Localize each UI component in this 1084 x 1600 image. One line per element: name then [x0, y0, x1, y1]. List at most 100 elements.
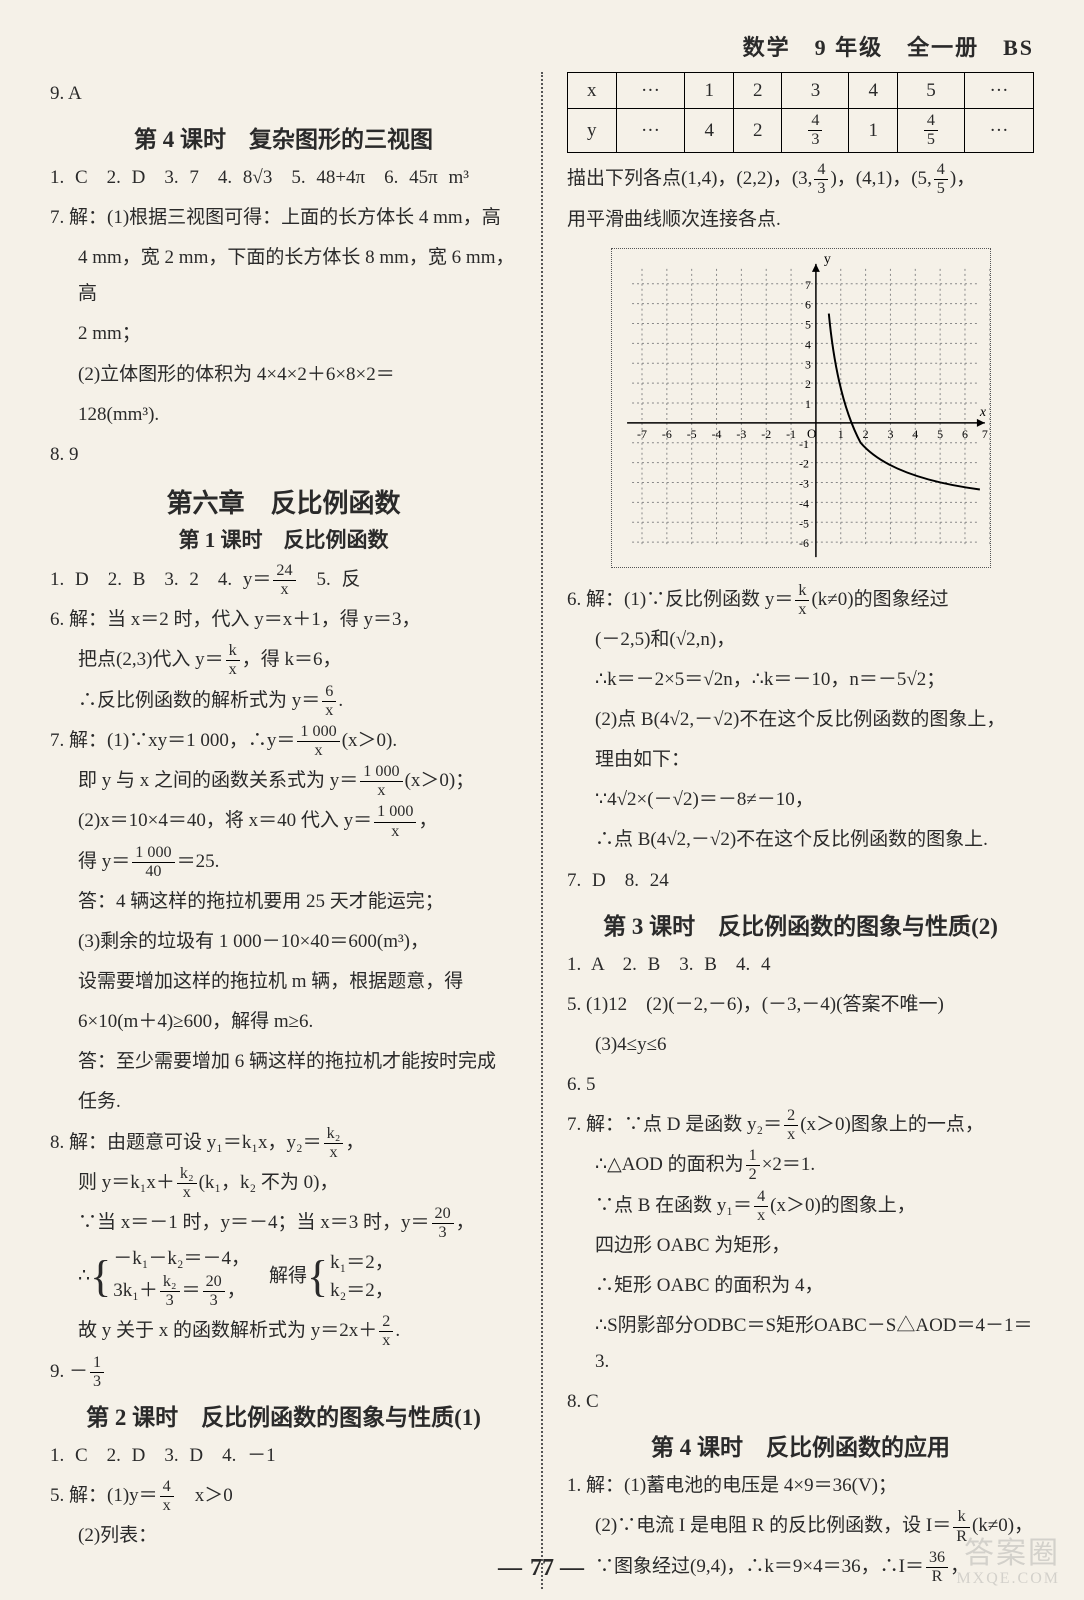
- text-line: 答：至少需要增加 6 辆这样的拖拉机才能按时完成: [50, 1044, 517, 1080]
- text-line: 9. －13: [50, 1354, 517, 1390]
- sub-title: 第 1 课时 反比例函数: [50, 524, 517, 554]
- svg-text:5: 5: [804, 317, 810, 331]
- answers: 1. D 2. B 3. 2 4. y＝24x 5. 反: [50, 562, 517, 598]
- text-line: ∴△AOD 的面积为12×2＝1.: [567, 1147, 1034, 1183]
- text-line: 四边形 OABC 为矩形，: [567, 1228, 1034, 1264]
- text-line: 128(mm³).: [50, 397, 517, 433]
- text-line: 6×10(m＋4)≥600，解得 m≥6.: [50, 1004, 517, 1040]
- text-line: ∴{ －k₁－k₂＝－4， 3k₁＋k₂3＝203， 解得{ k₁＝2， k₂＝…: [50, 1245, 517, 1309]
- text-line: 理由如下：: [567, 742, 1034, 778]
- text-line: ∴S阴影部分ODBC＝S矩形OABC－S△AOD＝4－1＝3.: [567, 1308, 1034, 1380]
- text-line: 则 y＝k₁x＋k₂x(k₁，k₂ 不为 0)，: [50, 1165, 517, 1201]
- svg-text:5: 5: [937, 427, 943, 441]
- text-line: ∵4√2×(－√2)＝－8≠－10，: [567, 782, 1034, 818]
- column-divider: [541, 72, 543, 1589]
- section-title: 第 4 课时 复杂图形的三视图: [50, 120, 517, 154]
- svg-text:4: 4: [804, 337, 810, 351]
- text-line: 把点(2,3)代入 y＝kx，得 k＝6，: [50, 642, 517, 678]
- text-line: 5. (1)12 (2)(－2,－6)，(－3,－4)(答案不唯一): [567, 987, 1034, 1023]
- text-line: ∴k＝－2×5＝√2n，∴k＝－10，n＝－5√2；: [567, 662, 1034, 698]
- svg-text:-2: -2: [761, 427, 771, 441]
- right-column: x···12345··· y···42 43 1 45 ··· 描出下列各点(1…: [567, 72, 1034, 1589]
- text-line: 7. 解：(1)根据三视图可得：上面的长方体长 4 mm，高: [50, 200, 517, 236]
- svg-text:-5: -5: [686, 427, 696, 441]
- svg-text:-2: -2: [799, 456, 809, 470]
- svg-text:-7: -7: [637, 427, 647, 441]
- text-line: 6. 解：(1)∵反比例函数 y＝kx(k≠0)的图象经过: [567, 582, 1034, 618]
- svg-text:-1: -1: [786, 427, 796, 441]
- text-line: (3)剩余的垃圾有 1 000－10×40＝600(m³)，: [50, 924, 517, 960]
- svg-text:y: y: [823, 252, 830, 267]
- coordinate-graph: -7-6-5-4-3-2-1 1234567 7654321 -1-2-3-4-…: [611, 248, 991, 568]
- svg-text:1: 1: [804, 397, 810, 411]
- text-line: (－2,5)和(√2,n)，: [567, 622, 1034, 658]
- fraction: 24x: [273, 563, 295, 598]
- text-line: ∴矩形 OABC 的面积为 4，: [567, 1268, 1034, 1304]
- text-line: 8. C: [567, 1384, 1034, 1420]
- svg-text:-3: -3: [736, 427, 746, 441]
- text-line: (2)列表：: [50, 1518, 517, 1554]
- svg-text:2: 2: [862, 427, 868, 441]
- content-columns: 9. A 第 4 课时 复杂图形的三视图 1. C 2. D 3. 7 4. 8…: [50, 72, 1034, 1589]
- page-header: 数学 9 年级 全一册 BS: [50, 30, 1034, 62]
- text-line: ∵当 x＝－1 时，y＝－4；当 x＝3 时，y＝203，: [50, 1205, 517, 1241]
- answers: 7. D 8. 24: [567, 863, 1034, 899]
- value-table: x···12345··· y···42 43 1 45 ···: [567, 72, 1034, 153]
- text-line: 描出下列各点(1,4)，(2,2)，(3,43)，(4,1)，(5,45)，: [567, 161, 1034, 197]
- svg-text:6: 6: [804, 297, 810, 311]
- text-line: 设需要增加这样的拖拉机 m 辆，根据题意，得: [50, 964, 517, 1000]
- text: 5. 反: [298, 569, 361, 590]
- svg-text:-6: -6: [661, 427, 671, 441]
- svg-text:-6: -6: [799, 536, 809, 550]
- text-line: ∵点 B 在函数 y₁＝4x(x＞0)的图象上，: [567, 1188, 1034, 1224]
- svg-text:6: 6: [961, 427, 967, 441]
- svg-text:2: 2: [804, 377, 810, 391]
- chapter-title: 第六章 反比例函数: [50, 483, 517, 520]
- text-line: 得 y＝1 00040＝25.: [50, 844, 517, 880]
- page-number: — 77 —: [0, 1555, 1084, 1582]
- text-line: 用平滑曲线顺次连接各点.: [567, 202, 1034, 238]
- left-column: 9. A 第 4 课时 复杂图形的三视图 1. C 2. D 3. 7 4. 8…: [50, 72, 517, 1589]
- section-title: 第 2 课时 反比例函数的图象与性质(1): [50, 1398, 517, 1432]
- text-line: 5. 解：(1)y＝4x x＞0: [50, 1478, 517, 1514]
- text-line: ∴点 B(4√2,－√2)不在这个反比例函数的图象上.: [567, 822, 1034, 858]
- text-line: 7. 解：(1)∵xy＝1 000，∴y＝1 000x(x＞0).: [50, 723, 517, 759]
- text-line: 任务.: [50, 1084, 517, 1120]
- svg-text:4: 4: [912, 427, 918, 441]
- svg-text:O: O: [806, 426, 815, 441]
- svg-text:7: 7: [981, 427, 987, 441]
- svg-text:3: 3: [887, 427, 893, 441]
- table-row: y···42 43 1 45 ···: [568, 109, 1034, 153]
- svg-text:1: 1: [837, 427, 843, 441]
- text-line: (3)4≤y≤6: [567, 1027, 1034, 1063]
- text-line: 9. A: [50, 76, 517, 112]
- text-line: 8. 解：由题意可设 y₁＝k₁x，y₂＝k₂x，: [50, 1125, 517, 1161]
- table-row: x···12345···: [568, 73, 1034, 109]
- text-line: 1. 解：(1)蓄电池的电压是 4×9＝36(V)；: [567, 1468, 1034, 1504]
- svg-text:x: x: [978, 405, 986, 420]
- text-line: 7. 解：∵点 D 是函数 y₂＝2x(x＞0)图象上的一点，: [567, 1107, 1034, 1143]
- svg-text:7: 7: [804, 277, 810, 291]
- text-line: ∴反比例函数的解析式为 y＝6x.: [50, 683, 517, 719]
- answers: 1. C 2. D 3. D 4. －1: [50, 1438, 517, 1474]
- watermark: 答案圈 MXQE.COM: [956, 1537, 1060, 1588]
- text-line: (2)立体图形的体积为 4×4×2＋6×8×2＝: [50, 357, 517, 393]
- text-line: 6. 解：当 x＝2 时，代入 y＝x＋1，得 y＝3，: [50, 602, 517, 638]
- svg-text:-3: -3: [799, 476, 809, 490]
- text-line: 2 mm；: [50, 316, 517, 352]
- text-line: (2)点 B(4√2,－√2)不在这个反比例函数的图象上，: [567, 702, 1034, 738]
- svg-text:-4: -4: [711, 427, 721, 441]
- svg-text:-4: -4: [799, 496, 809, 510]
- answers: 1. C 2. D 3. 7 4. 8√3 5. 48+4π 6. 45π m³: [50, 160, 517, 196]
- answers: 1. A 2. B 3. B 4. 4: [567, 947, 1034, 983]
- svg-text:-5: -5: [799, 516, 809, 530]
- text-line: 答：4 辆这样的拖拉机要用 25 天才能运完；: [50, 884, 517, 920]
- svg-text:3: 3: [804, 357, 810, 371]
- text: 1. D 2. B 3. 2 4. y＝: [50, 569, 271, 590]
- text-line: 4 mm，宽 2 mm，下面的长方体长 8 mm，宽 6 mm，高: [50, 240, 517, 312]
- section-title: 第 3 课时 反比例函数的图象与性质(2): [567, 907, 1034, 941]
- text-line: 即 y 与 x 之间的函数关系式为 y＝1 000x(x＞0)；: [50, 763, 517, 799]
- text-line: 8. 9: [50, 437, 517, 473]
- text-line: (2)x＝10×4＝40，将 x＝40 代入 y＝1 000x，: [50, 803, 517, 839]
- section-title: 第 4 课时 反比例函数的应用: [567, 1428, 1034, 1462]
